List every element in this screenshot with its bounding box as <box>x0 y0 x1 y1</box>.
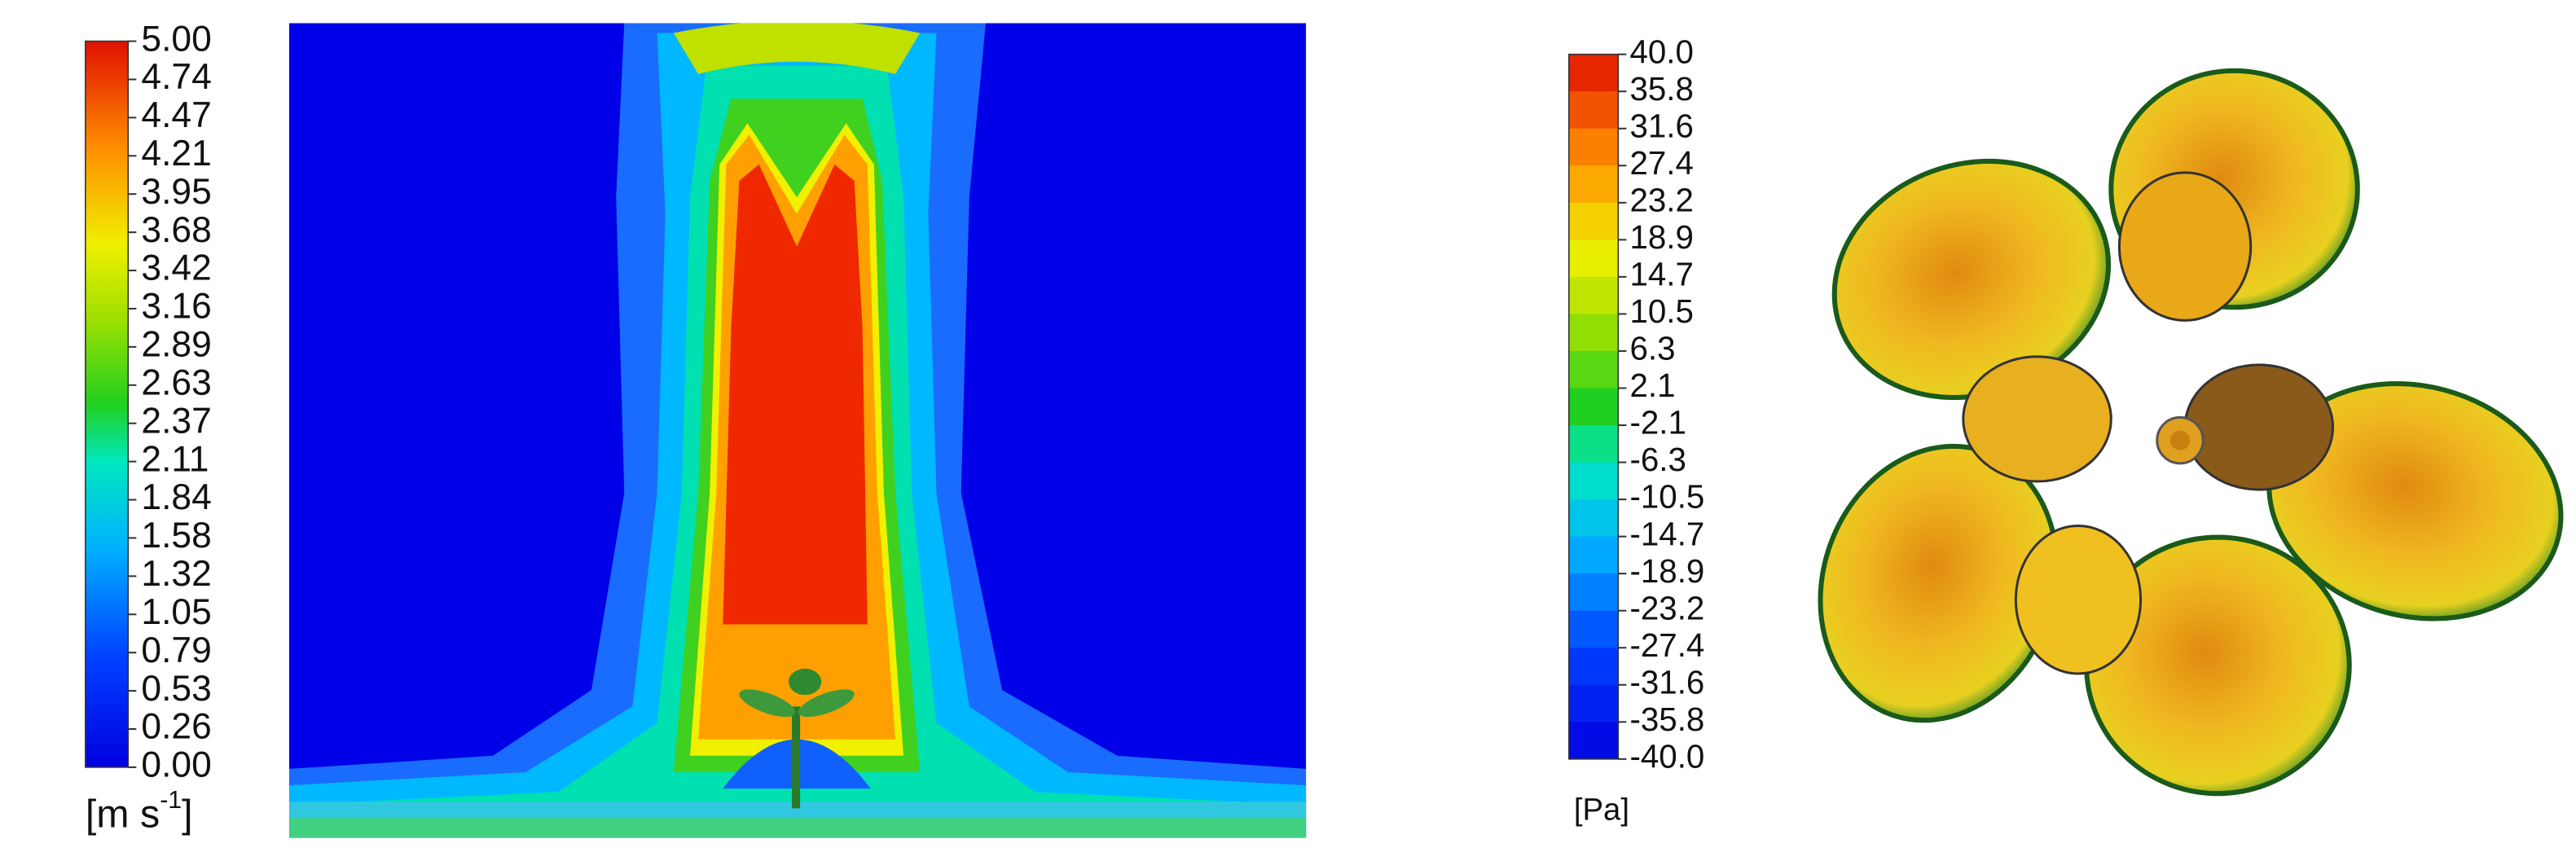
pressure-tick-label: -18.9 <box>1629 552 1704 590</box>
pressure-band <box>1568 128 1619 166</box>
pressure-tick-label: 40.0 <box>1629 33 1694 70</box>
pressure-tick-label: 35.8 <box>1629 70 1694 108</box>
pressure-band <box>1568 684 1619 723</box>
pressure-band <box>1568 276 1619 315</box>
velocity-tick-label: 4.47 <box>141 95 211 135</box>
pressure-band <box>1568 499 1619 538</box>
velocity-tick-label: 2.37 <box>141 401 211 441</box>
velocity-tick-label: 0.53 <box>141 669 211 709</box>
pressure-tick-label: -14.7 <box>1629 515 1704 552</box>
velocity-unit: [m s-1] <box>86 787 193 836</box>
pressure-band <box>1568 648 1619 686</box>
pressure-band <box>1568 239 1619 278</box>
pressure-band <box>1568 722 1619 760</box>
pressure-colorbar-frame <box>1568 53 1620 760</box>
velocity-tick-label: 4.21 <box>141 134 211 174</box>
pressure-tick-label: -31.6 <box>1629 663 1704 701</box>
pressure-band <box>1568 202 1619 240</box>
pressure-band <box>1568 350 1619 389</box>
pressure-band <box>1568 165 1619 204</box>
velocity-tick-label: 3.16 <box>141 287 211 327</box>
pressure-tick-label: 6.3 <box>1629 330 1675 367</box>
pressure-band <box>1568 54 1619 92</box>
pressure-band <box>1568 91 1619 130</box>
pressure-tick-label: 18.9 <box>1629 218 1694 256</box>
velocity-tick-label: 2.89 <box>141 325 211 365</box>
velocity-tick-label: 3.68 <box>141 210 211 250</box>
pressure-band <box>1568 573 1619 612</box>
velocity-tick-label: 1.05 <box>141 592 211 632</box>
propeller-pressure-image <box>1818 68 2564 797</box>
velocity-tick-label: 0.79 <box>141 630 211 670</box>
velocity-tick-label: 0.00 <box>141 745 211 785</box>
velocity-tick-label: 1.58 <box>141 516 211 556</box>
pressure-band <box>1568 425 1619 463</box>
velocity-tick-label: 5.00 <box>141 19 211 59</box>
pressure-band <box>1568 536 1619 574</box>
pressure-band <box>1568 610 1619 648</box>
pressure-band <box>1568 462 1619 500</box>
unit-bracket: ] <box>182 792 192 836</box>
velocity-tick-label: 0.26 <box>141 707 211 747</box>
plant <box>739 668 855 809</box>
pressure-tick-label: -6.3 <box>1629 441 1686 478</box>
velocity-tick-label: 1.84 <box>141 477 211 517</box>
pressure-tick-label: -40.0 <box>1629 737 1704 775</box>
pressure-unit: [Pa] <box>1574 792 1629 827</box>
pressure-tick-label: 14.7 <box>1629 256 1694 293</box>
velocity-tick-label: 4.74 <box>141 57 211 97</box>
pressure-tick-label: 27.4 <box>1629 144 1694 182</box>
velocity-tick-label: 1.32 <box>141 554 211 594</box>
pressure-tick-label: -2.1 <box>1629 404 1686 441</box>
pressure-tick-label: 10.5 <box>1629 292 1694 330</box>
pressure-band <box>1568 388 1619 426</box>
pressure-tick-label: -35.8 <box>1629 701 1704 738</box>
velocity-tick-label: 3.42 <box>141 248 211 288</box>
velocity-colorbar <box>85 40 130 768</box>
velocity-contour-image <box>288 23 1307 838</box>
pressure-tick-label: 2.1 <box>1629 367 1675 404</box>
pressure-tick-label: 31.6 <box>1629 107 1694 144</box>
pressure-tick-label: -27.4 <box>1629 626 1704 664</box>
pressure-tick-label: -23.2 <box>1629 589 1704 626</box>
unit-exponent: -1 <box>160 787 182 814</box>
unit-text: [m s <box>86 792 160 836</box>
velocity-tick-label: 2.11 <box>141 439 209 479</box>
velocity-tick-label: 3.95 <box>141 172 211 212</box>
pressure-tick-label: 23.2 <box>1629 181 1694 218</box>
pressure-band <box>1568 314 1619 352</box>
pressure-tick-label: -10.5 <box>1629 478 1704 516</box>
velocity-tick-label: 2.63 <box>141 362 211 402</box>
